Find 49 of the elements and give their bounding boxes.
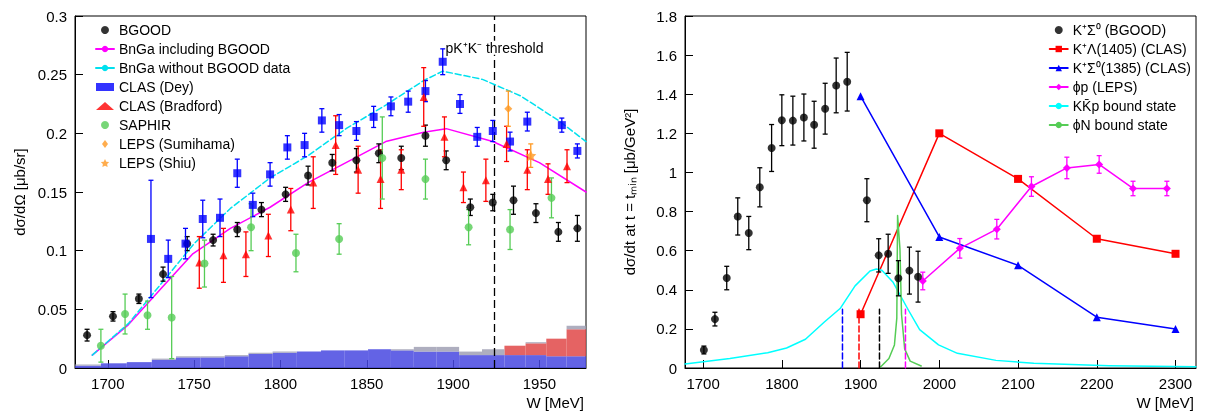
- legend-label: CLAS (Dey): [119, 79, 194, 95]
- legend-label: KK̄p bound state: [1072, 98, 1177, 114]
- x-tick-label: 1850: [350, 375, 384, 392]
- x-tick-label: 1700: [686, 375, 720, 392]
- x-tick-label: 1750: [177, 375, 211, 392]
- y-tick-label: 0: [668, 359, 677, 377]
- y-tick-label: 0.2: [46, 124, 67, 142]
- y-tick-label: 0.3: [46, 7, 67, 25]
- x-tick-label: 1800: [765, 375, 799, 392]
- legend-label: LEPS (Shiu): [119, 155, 197, 171]
- y-axis-title: dσ/dΩ [μb/sr]: [10, 148, 28, 236]
- legend-label: K⁺Σ⁰ (BGOOD): [1072, 22, 1167, 38]
- y-tick-label: 1.6: [656, 46, 677, 64]
- y-tick-label: 1.2: [656, 124, 677, 142]
- legend-label: BnGa including BGOOD: [119, 41, 270, 57]
- legend-label: K⁺Λ(1405) (CLAS): [1072, 41, 1187, 57]
- x-axis-title: W [MeV]: [526, 394, 584, 411]
- y-axis-title: dσ/dt at t = tₘᵢₙ [μb/GeV²]: [621, 108, 638, 276]
- ref-line-label: pK⁺K⁻ threshold: [445, 39, 544, 56]
- legend-label: LEPS (Sumihama): [119, 136, 235, 152]
- x-axis-title: W [MeV]: [1136, 394, 1194, 411]
- legend-label: BGOOD: [119, 22, 172, 38]
- y-tick-label: 1.4: [656, 85, 677, 103]
- y-tick-label: 1.8: [656, 7, 677, 25]
- legend-label: ϕN bound state: [1072, 117, 1168, 133]
- x-tick-label: 1700: [91, 375, 125, 392]
- x-tick-label: 2200: [1080, 375, 1114, 392]
- x-tick-label: 1800: [263, 375, 298, 392]
- y-tick-label: 0.25: [37, 66, 67, 84]
- x-tick-label: 1900: [843, 375, 878, 392]
- x-tick-label: 2100: [1001, 375, 1035, 392]
- y-tick-label: 0.1: [46, 242, 67, 260]
- y-tick-label: 0.15: [37, 183, 67, 201]
- x-tick-label: 1900: [436, 375, 470, 392]
- y-tick-label: 1: [668, 163, 677, 181]
- y-tick-label: 0.2: [656, 320, 677, 338]
- y-tick-label: 0.6: [656, 242, 677, 260]
- x-tick-label: 1950: [522, 375, 557, 392]
- y-tick-label: 0.05: [37, 300, 67, 318]
- x-tick-label: 2300: [1158, 375, 1193, 392]
- legend-label: ϕp (LEPS): [1072, 79, 1138, 95]
- y-tick-label: 0.8: [656, 203, 677, 221]
- x-tick-label: 2000: [922, 375, 957, 392]
- y-tick-label: 0.4: [656, 281, 677, 299]
- y-tick-label: 0: [58, 359, 67, 377]
- legend-label: K⁺Σ⁰(1385) (CLAS): [1072, 60, 1191, 76]
- legend-label: SAPHIR: [119, 117, 172, 133]
- legend-label: BnGa without BGOOD data: [119, 60, 291, 76]
- legend-label: CLAS (Bradford): [119, 98, 223, 114]
